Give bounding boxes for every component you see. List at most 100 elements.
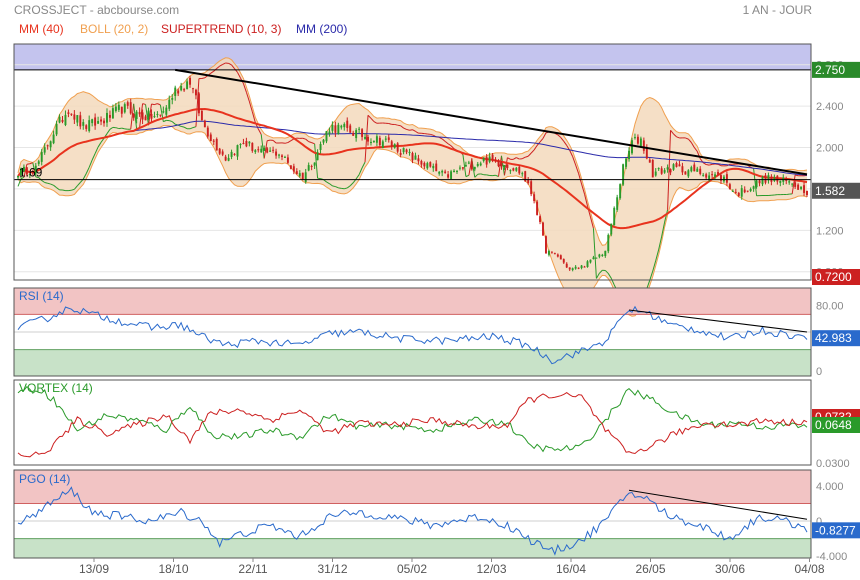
supertrend-segment [32,162,37,177]
candle-body [28,174,31,176]
supertrend-segment [145,104,150,126]
supertrend-segment [415,130,419,134]
candle-body [687,170,690,177]
candle-body [625,158,628,167]
candle-body [325,131,328,142]
candle-body [574,266,577,269]
candle-body [435,163,438,172]
supertrend-segment [361,161,366,169]
supertrend-segment [326,181,330,185]
supertrend-segment [82,173,87,180]
supertrend-segment [373,121,378,124]
candle-body [215,138,218,151]
supertrend-segment [290,138,295,142]
candle-body [752,186,755,189]
supertrend-segment [41,180,45,183]
x-tick-label-9: 04/08 [794,562,824,576]
mm200-line [17,120,808,177]
rsi-trendline [628,309,808,333]
candle-body [364,137,367,139]
candle-body [761,177,764,185]
candle-body [260,148,263,153]
supertrend-segment [702,162,707,165]
supertrend-segment [47,182,51,185]
supertrend-segment [652,260,657,272]
supertrend-segment [676,136,680,139]
supertrend-segment [589,216,594,229]
supertrend-segment [245,92,250,102]
supertrend-segment [171,121,176,125]
supertrend-segment [542,132,547,139]
candle-body [111,108,114,119]
candle-body [343,124,346,128]
supertrend-segment [412,129,416,132]
supertrend-segment [163,119,167,123]
candle-body [123,104,126,113]
candle-body [88,120,91,132]
candle-body [126,102,129,106]
candle-body [286,157,289,163]
candle-body [331,124,334,131]
candle-body [212,140,215,142]
candle-body [378,137,381,146]
supertrend-segment [500,155,505,176]
candle-body [381,141,384,149]
supertrend-segment [507,157,511,160]
candle-body [46,145,49,147]
candle-body [651,159,654,178]
candle-body [527,180,530,184]
supertrend-segment [142,103,146,105]
candle-body [470,161,473,170]
supertrend-segment [154,103,158,106]
rsi-tick-label-1: 0 [816,366,822,378]
candle-body [577,267,580,269]
candle-body [239,144,242,146]
candle-body [292,166,295,172]
candle-body [746,190,749,192]
candle-body [298,173,301,177]
price-tick-label-4: 1.200 [816,225,844,237]
supertrend-segment [302,137,306,140]
candle-body [722,176,725,182]
candle-body [530,181,533,195]
supertrend-segment [237,72,241,79]
pgo-legend: PGO (14) [19,472,70,486]
candle-body [666,167,669,170]
pgo-last-tag: -0.8277 [815,523,856,537]
supertrend-segment [658,236,663,250]
supertrend-segment [35,176,39,179]
candle-body [601,254,604,256]
candle-body [645,147,648,159]
pgo-upper-zone [14,470,811,504]
candle-body [245,141,248,147]
supertrend-segment [578,173,583,185]
candle-body [209,134,212,142]
candle-body [550,251,553,253]
candle-body [791,183,794,185]
supertrend-segment [604,270,609,274]
supertrend-segment [50,183,54,186]
candle-body [444,171,447,173]
rsi-oversold-zone [14,349,811,376]
candle-body [346,120,349,128]
candle-body [221,151,224,155]
candle-body [34,165,37,174]
candle-body [156,113,159,115]
supertrend-segment [474,173,479,178]
candle-body [370,141,372,143]
candle-body [536,201,539,215]
supertrend-segment [388,122,392,125]
resistance-zone [14,44,811,70]
candle-body [426,163,429,169]
candle-body [467,162,470,164]
chart-title: CROSSJECT - abcbourse.com [14,3,180,17]
supertrend-segment [94,146,99,154]
candle-body [328,131,331,134]
supertrend-segment [649,270,654,281]
candle-body [491,154,494,161]
candle-body [767,175,770,181]
supertrend-segment [335,186,339,189]
candle-body [693,164,696,172]
supertrend-segment [219,63,223,67]
